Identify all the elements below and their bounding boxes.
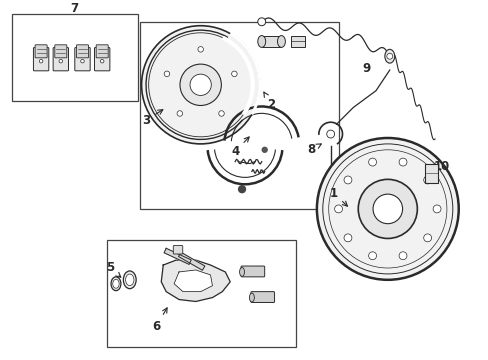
Bar (107, 240, 296, 347)
Text: 5: 5 (106, 261, 121, 277)
Circle shape (368, 158, 376, 166)
Bar (12, 14, 137, 100)
Text: 1: 1 (329, 186, 347, 206)
FancyBboxPatch shape (55, 45, 67, 58)
Text: 3: 3 (142, 110, 163, 127)
Circle shape (334, 205, 342, 213)
Ellipse shape (123, 271, 136, 289)
Text: 8: 8 (306, 143, 321, 156)
Ellipse shape (125, 274, 134, 285)
Circle shape (398, 158, 406, 166)
Polygon shape (178, 252, 204, 270)
Circle shape (423, 176, 431, 184)
Circle shape (100, 59, 104, 63)
Ellipse shape (113, 279, 119, 288)
FancyBboxPatch shape (75, 48, 90, 71)
Polygon shape (164, 248, 191, 264)
Circle shape (432, 205, 440, 213)
Text: 2: 2 (264, 92, 275, 111)
Bar (425, 163, 437, 183)
Text: 4: 4 (230, 137, 248, 158)
Text: 10: 10 (433, 160, 449, 173)
Ellipse shape (111, 277, 121, 291)
FancyBboxPatch shape (250, 292, 274, 302)
Circle shape (358, 179, 416, 238)
FancyBboxPatch shape (76, 45, 88, 58)
Polygon shape (174, 270, 212, 292)
Circle shape (198, 46, 203, 52)
Circle shape (231, 71, 237, 77)
Bar (291, 36, 305, 48)
Circle shape (142, 26, 259, 144)
Ellipse shape (257, 36, 265, 48)
FancyBboxPatch shape (241, 266, 264, 277)
Circle shape (218, 111, 224, 116)
Ellipse shape (277, 36, 285, 48)
Circle shape (344, 176, 351, 184)
FancyBboxPatch shape (35, 45, 47, 58)
Circle shape (59, 59, 62, 63)
Circle shape (316, 138, 458, 280)
Circle shape (257, 18, 265, 26)
Circle shape (238, 186, 245, 193)
Circle shape (177, 111, 182, 116)
FancyBboxPatch shape (53, 48, 68, 71)
FancyBboxPatch shape (94, 48, 110, 71)
Circle shape (262, 147, 266, 152)
Polygon shape (161, 260, 230, 301)
FancyBboxPatch shape (96, 45, 108, 58)
Bar (139, 22, 338, 209)
Circle shape (368, 252, 376, 260)
Text: 9: 9 (361, 62, 369, 75)
Text: 6: 6 (152, 308, 167, 333)
Circle shape (164, 71, 169, 77)
Text: 7: 7 (70, 3, 79, 15)
Circle shape (326, 130, 334, 138)
Circle shape (81, 59, 84, 63)
Circle shape (372, 194, 402, 224)
Circle shape (386, 53, 392, 59)
Circle shape (344, 234, 351, 242)
Ellipse shape (249, 293, 254, 302)
Ellipse shape (239, 267, 244, 276)
Circle shape (190, 74, 211, 95)
Ellipse shape (384, 49, 394, 63)
Circle shape (39, 59, 43, 63)
Circle shape (180, 64, 221, 105)
Circle shape (423, 234, 431, 242)
FancyBboxPatch shape (33, 48, 49, 71)
FancyBboxPatch shape (173, 246, 183, 254)
Bar (261, 36, 281, 48)
Circle shape (398, 252, 406, 260)
